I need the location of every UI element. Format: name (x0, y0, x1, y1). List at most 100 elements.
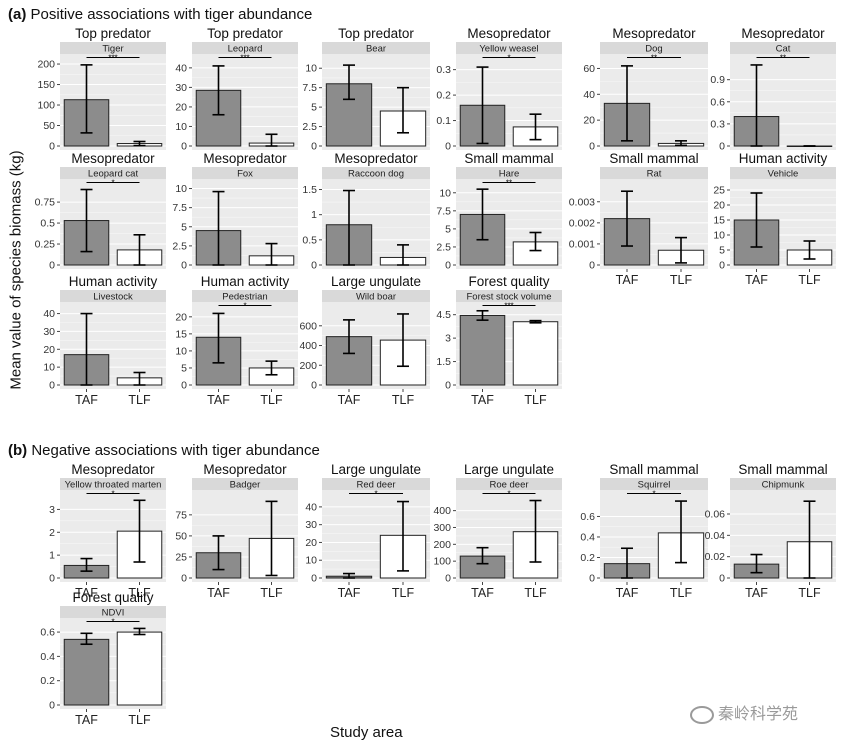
panel-strip (192, 167, 298, 179)
panel-group-title: Human activity (739, 151, 828, 166)
y-tick-label: 40 (43, 308, 55, 320)
panel-group-title: Large ungulate (464, 462, 554, 477)
y-tick-label: 0 (589, 573, 595, 585)
chat-bubble-icon (690, 705, 714, 724)
panel-strip-label: Pedestrian (222, 292, 267, 303)
chart-panel-yellow-throated-marten: Mesopredator Yellow throated marten 0 1 2 3 * T… (49, 462, 166, 600)
panel-group-title: Small mammal (738, 462, 827, 477)
y-tick-label: 0.25 (35, 239, 56, 251)
y-tick-label: 0 (311, 260, 317, 272)
y-tick-label: 50 (175, 530, 187, 542)
x-axis-label: Study area (330, 724, 403, 741)
panel-group-title: Mesopredator (741, 26, 825, 41)
y-tick-label: 20 (305, 537, 317, 549)
y-tick-label: 0.1 (436, 115, 451, 127)
panel-group-title: Forest quality (468, 274, 549, 289)
y-tick-label: 5 (181, 221, 187, 233)
y-tick-label: 0.2 (436, 90, 451, 102)
y-tick-label: 1.5 (436, 356, 451, 368)
panel-strip (456, 478, 562, 490)
panel-strip-label: Dog (645, 44, 662, 55)
panel-group-title: Small mammal (609, 151, 698, 166)
panel-strip (456, 290, 562, 302)
panel-group-title: Top predator (338, 26, 414, 41)
x-tick-label: TAF (471, 393, 494, 407)
panel-strip-label: Cat (776, 44, 791, 55)
chart-panel-squirrel: Small mammal Squirrel 0 0.2 0.4 0.6 * TAF TLF (580, 462, 708, 600)
x-tick-label: TAF (207, 393, 230, 407)
watermark-text: 秦岭科学苑 (718, 706, 799, 723)
x-tick-label: TLF (524, 393, 547, 407)
y-tick-label: 2 (49, 527, 55, 539)
y-tick-label: 30 (175, 82, 187, 94)
x-tick-label: TAF (75, 393, 98, 407)
panel-strip (730, 167, 836, 179)
y-tick-label: 0.9 (710, 74, 725, 86)
x-tick-label: TAF (75, 586, 98, 600)
x-tick-label: TAF (616, 273, 639, 287)
panel-strip (456, 42, 562, 54)
y-tick-label: 40 (583, 89, 595, 101)
y-tick-label: 10 (439, 187, 451, 199)
panel-group-title: Mesopredator (612, 26, 696, 41)
x-tick-label: TAF (338, 393, 361, 407)
chart-panel-rat: Small mammal Rat 0 0.001 0.002 0.003 TAF TLF (569, 151, 708, 287)
y-tick-label: 100 (37, 100, 55, 112)
y-tick-label: 0.02 (705, 551, 726, 563)
y-tick-label: 100 (433, 556, 451, 568)
significance-label: * (243, 302, 246, 311)
panel-group-title: Mesopredator (334, 151, 418, 166)
panel-group-title: Top predator (75, 26, 151, 41)
y-tick-label: 60 (583, 63, 595, 75)
chart-panel-wild-boar: Large ungulate Wild boar 0 200 400 600 TAF TLF (299, 274, 430, 407)
bar-taf (459, 314, 506, 386)
y-tick-label: 15 (713, 215, 725, 227)
panel-strip-label: Hare (499, 169, 520, 180)
y-tick-label: 0 (445, 380, 451, 392)
panel-group-title: Forest quality (72, 590, 153, 605)
significance-label: *** (504, 302, 513, 311)
y-tick-label: 200 (37, 59, 55, 71)
section-a-letter: (a) (8, 6, 27, 23)
y-tick-label: 7.5 (302, 82, 317, 94)
chart-panel-badger: Mesopredator Badger 0 25 50 75 TAF TLF (175, 462, 298, 600)
y-tick-label: 50 (43, 120, 55, 132)
y-tick-label: 0 (181, 380, 187, 392)
x-tick-label: TLF (392, 586, 415, 600)
chart-panel-yellow-weasel: Mesopredator Yellow weasel 0 0.1 0.2 0.3 * (436, 26, 562, 153)
panel-strip (60, 606, 166, 618)
y-tick-label: 0 (445, 141, 451, 153)
x-tick-label: TAF (471, 586, 494, 600)
y-tick-label: 20 (713, 200, 725, 212)
panel-strip (192, 42, 298, 54)
y-tick-label: 0 (311, 380, 317, 392)
y-tick-label: 30 (305, 519, 317, 531)
y-tick-label: 2.5 (302, 121, 317, 133)
chart-panel-leopard: Top predator Leopard 0 10 20 30 40 *** (175, 26, 298, 153)
panel-strip (600, 42, 708, 54)
y-tick-label: 1 (311, 209, 317, 221)
chart-panel-vehicle: Human activity Vehicle 0 5 10 15 20 25 TAF TLF (713, 151, 836, 287)
significance-label: *** (108, 54, 117, 63)
chart-panel-hare: Small mammal Hare 0 2.5 5 7.5 10 ** (436, 151, 562, 272)
y-tick-label: 0 (589, 141, 595, 153)
y-tick-label: 0 (181, 141, 187, 153)
y-tick-label: 3 (49, 504, 55, 516)
x-tick-label: TLF (670, 273, 693, 287)
y-tick-label: 0.3 (710, 118, 725, 130)
chart-panel-red-deer: Large ungulate Red deer 0 10 20 30 40 * TAF TLF (305, 462, 430, 600)
y-tick-label: 20 (175, 311, 187, 323)
panel-strip-label: NDVI (102, 608, 125, 619)
y-tick-label: 0.4 (40, 651, 55, 663)
chart-panel-cat: Mesopredator Cat 0 0.3 0.6 0.9 ** (710, 26, 836, 153)
section-a-text: Positive associations with tiger abundan… (30, 6, 313, 23)
y-tick-label: 20 (583, 115, 595, 127)
x-tick-label: TAF (207, 586, 230, 600)
chart-panel-tiger: Top predator Tiger 0 50 100 150 200 *** (37, 26, 166, 153)
y-tick-label: 0.2 (40, 675, 55, 687)
x-tick-label: TLF (670, 586, 693, 600)
y-tick-label: 0 (719, 260, 725, 272)
y-tick-label: 0 (49, 573, 55, 585)
y-tick-label: 10 (175, 121, 187, 133)
